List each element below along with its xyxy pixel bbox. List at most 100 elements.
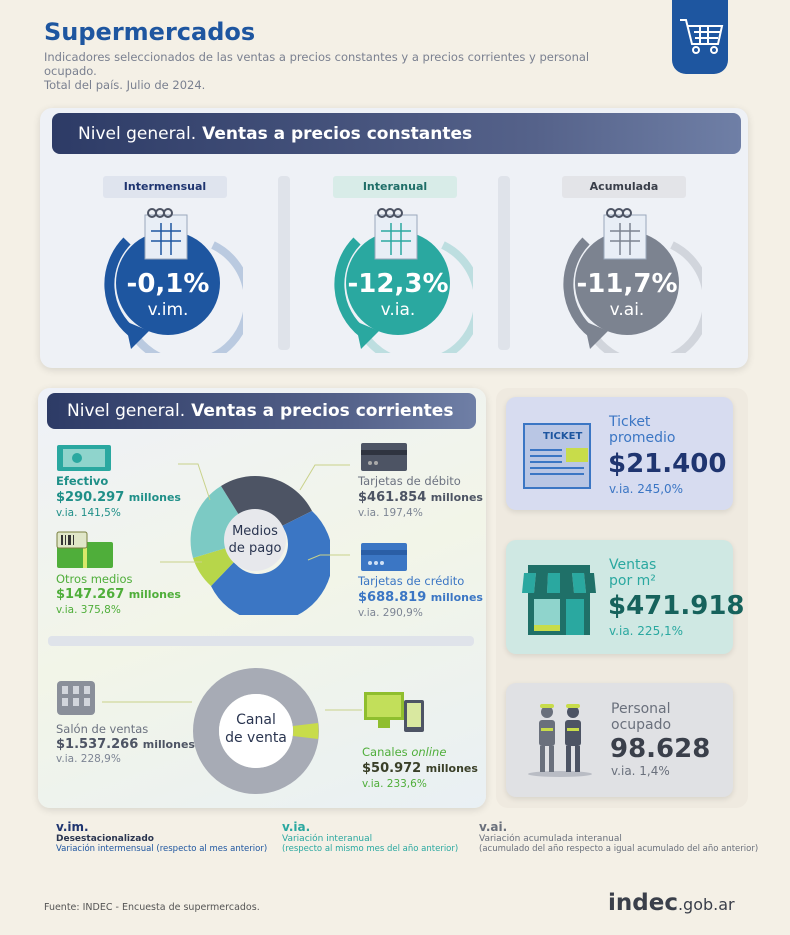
debito-value: $461.854 millones [358, 490, 483, 505]
staff-via: v.ia. 1,4% [611, 764, 670, 778]
sales-per-m2-label: Ventas por m² [609, 557, 656, 589]
credito-value: $688.819 millones [358, 590, 483, 605]
logo-suffix: .gob.ar [677, 895, 735, 914]
ticket-label: Ticket promedio [609, 414, 676, 446]
legend-vai-b: (acumulado del año respecto a igual acum… [479, 844, 759, 854]
ticket-via: v.ia. 245,0% [609, 482, 684, 496]
sales-per-m2-via: v.ia. 225,1% [609, 624, 684, 638]
separator [498, 176, 510, 350]
legend-vai-head: v.ai. [479, 820, 508, 834]
subtitle-line-2: Total del país. Julio de 2024. [44, 78, 206, 92]
legend-vim-head: v.im. [56, 820, 89, 834]
online-label-1: Canales [362, 745, 408, 759]
staff-label: Personal ocupado [611, 701, 671, 733]
value-interanual: -12,3% [348, 269, 449, 299]
salon-label: Salón de ventas [56, 722, 149, 736]
segment-credito [211, 511, 330, 615]
calendar-icon [144, 208, 188, 260]
online-devices-icon [364, 692, 424, 732]
value-acumulada: -11,7% [577, 269, 678, 299]
debito-unit: millones [430, 491, 483, 504]
calendar-icon [603, 208, 647, 260]
segment-online [293, 723, 319, 739]
ticket-label-2: promedio [609, 430, 676, 446]
sales-channel-donut: Canal de venta [193, 668, 319, 794]
online-amount: $50.972 [362, 761, 422, 776]
sales-per-m2-value: $471.918 [608, 591, 745, 621]
separator [278, 176, 290, 350]
gift-card-icon [56, 531, 113, 568]
efectivo-unit: millones [128, 491, 181, 504]
staff-label-2: ocupado [611, 717, 672, 733]
page-title: Supermercados [44, 18, 256, 46]
segment-debito-2 [221, 476, 255, 515]
source-note: Fuente: INDEC - Encuesta de supermercado… [44, 902, 260, 913]
sales-per-m2-label-2: por m² [609, 573, 656, 589]
page-subtitle: Indicadores seleccionados de las ventas … [44, 50, 644, 92]
gauge-acumulada: -11,7%v.ai. [563, 208, 702, 353]
ticket-value: $21.400 [608, 449, 727, 479]
segment-debito [255, 476, 312, 526]
otros-value: $147.267 millones [56, 587, 181, 602]
efectivo-amount: $290.297 [56, 490, 125, 505]
legend-via-head: v.ia. [282, 820, 311, 834]
legend-vim: v.im. Desestacionalizado Variación inter… [56, 820, 267, 854]
staff-value: 98.628 [610, 734, 711, 764]
gauge-intermensual: -0,1%v.im. [104, 208, 243, 353]
constant-prices-banner: Nivel general. Ventas a precios constante… [52, 113, 741, 154]
storefront-icon [522, 565, 596, 635]
credito-unit: millones [430, 591, 483, 604]
otros-amount: $147.267 [56, 587, 125, 602]
unit-intermensual: v.im. [148, 300, 189, 320]
donut-center-1: Medios [232, 524, 278, 539]
segment-otros [193, 548, 234, 586]
otros-label: Otros medios [56, 572, 133, 586]
gauge-interanual: -12,3%v.ia. [334, 208, 473, 353]
tag-acumulada: Acumulada [562, 176, 686, 198]
payment-methods-donut: Medios de pago [190, 476, 330, 615]
connector-lines [160, 463, 350, 563]
salon-value: $1.537.266 millones [56, 737, 195, 752]
online-unit: millones [425, 762, 478, 775]
legend-vai: v.ai. Variación acumulada interanual (ac… [479, 820, 758, 854]
debito-label: Tarjetas de débito [358, 474, 461, 488]
cart-badge [672, 0, 728, 74]
subtitle-line-1: Indicadores seleccionados de las ventas … [44, 50, 590, 78]
efectivo-label: Efectivo [56, 474, 109, 488]
unit-interanual: v.ia. [381, 300, 416, 320]
value-intermensual: -0,1% [127, 269, 210, 299]
donut-center-2: de pago [229, 541, 282, 556]
unit-acumulada: v.ai. [610, 300, 645, 320]
online-label: Canales online [362, 745, 446, 759]
banner-bold: Ventas a precios constantes [202, 123, 473, 144]
banner-normal: Nivel general. [67, 401, 186, 421]
debito-amount: $461.854 [358, 490, 427, 505]
salon-unit: millones [142, 738, 195, 751]
online-value: $50.972 millones [362, 761, 478, 776]
canal-center-2: de venta [225, 730, 287, 746]
credit-card-icon [361, 543, 407, 571]
ticket-label-1: Ticket [609, 414, 651, 430]
canal-center-1: Canal [236, 712, 276, 728]
credito-via: v.ia. 290,9% [358, 607, 423, 619]
sales-per-m2-label-1: Ventas [609, 557, 657, 573]
otros-unit: millones [128, 588, 181, 601]
salon-amount: $1.537.266 [56, 737, 139, 752]
legend-vim-b: Variación intermensual (respecto al mes … [56, 844, 268, 854]
legend-via-b: (respecto al mismo mes del año anterior) [282, 844, 459, 854]
debit-card-icon [361, 443, 407, 471]
tag-intermensual: Intermensual [103, 176, 227, 198]
shopping-cart-icon [680, 19, 724, 54]
segment-efectivo [190, 486, 239, 558]
legend-vai-a: Variación acumulada interanual [479, 834, 622, 844]
legend-vim-a: Desestacionalizado [56, 834, 154, 844]
calendar-icon [374, 208, 418, 260]
banner-normal: Nivel general. [78, 123, 197, 144]
separator [48, 636, 474, 646]
debito-via: v.ia. 197,4% [358, 507, 423, 519]
channel-connector-lines [102, 701, 362, 711]
logo-main: indec [608, 890, 678, 916]
online-via: v.ia. 233,6% [362, 778, 427, 790]
banner-bold: Ventas a precios corrientes [191, 401, 454, 421]
legend-via: v.ia. Variación interanual (respecto al … [282, 820, 458, 854]
